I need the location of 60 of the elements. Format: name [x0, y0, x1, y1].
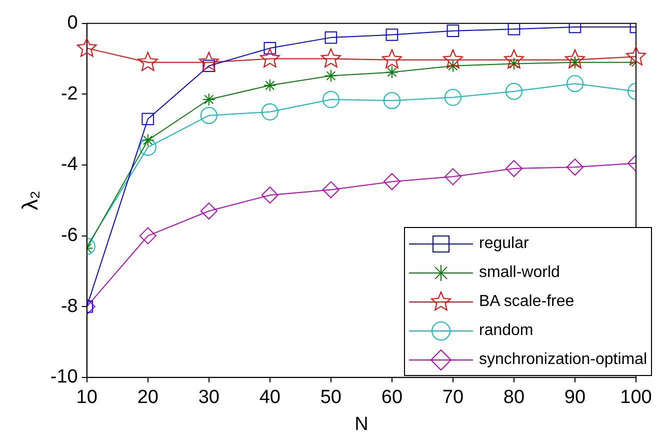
y-tick-label: 0: [67, 12, 78, 34]
x-axis-title: N: [354, 414, 368, 435]
point: [263, 78, 276, 92]
x-tick-label: 50: [320, 387, 342, 408]
point: [566, 75, 584, 92]
point: [324, 31, 338, 44]
y-tick-label: -4: [60, 154, 78, 176]
point: [202, 93, 216, 106]
x-tick-label: 80: [503, 387, 525, 408]
point: [385, 66, 398, 79]
point: [200, 202, 218, 220]
y-tick-label: -6: [60, 225, 78, 246]
y-axis-title: λ₂: [17, 190, 42, 210]
point: [446, 24, 460, 37]
point: [76, 38, 97, 57]
x-tick-label: 10: [76, 387, 98, 408]
x-tick-label: 30: [198, 387, 220, 408]
point: [261, 103, 278, 120]
legend-label: BA scale-free: [479, 292, 574, 311]
point: [324, 69, 338, 82]
point: [566, 158, 584, 176]
point: [139, 227, 156, 244]
point: [446, 59, 460, 72]
point: [444, 88, 462, 106]
point: [444, 168, 462, 186]
point: [383, 173, 400, 190]
point: [320, 48, 341, 68]
point: [260, 48, 280, 68]
point: [200, 106, 218, 124]
legend-label: regular: [479, 234, 529, 253]
point: [442, 49, 463, 68]
legend-label: synchronization-optimal: [479, 350, 648, 369]
point: [264, 42, 276, 54]
x-tick-label: 60: [381, 387, 403, 408]
point: [383, 92, 400, 110]
point: [505, 82, 522, 100]
legend-label: random: [479, 322, 534, 340]
legend-label: small-world: [479, 264, 560, 282]
x-tick-label: 100: [620, 387, 652, 408]
point: [141, 134, 154, 147]
point: [386, 28, 398, 41]
x-tick-label: 40: [259, 387, 280, 408]
point: [261, 186, 278, 204]
x-tick-label: 90: [564, 387, 586, 408]
point: [138, 52, 158, 71]
point: [322, 91, 340, 108]
y-tick-label: -2: [60, 83, 78, 104]
point: [504, 49, 524, 68]
point: [505, 160, 522, 178]
x-tick-label: 20: [137, 387, 158, 408]
point: [382, 49, 402, 68]
point: [626, 46, 646, 66]
y-tick-label: -8: [60, 296, 78, 317]
point: [322, 181, 340, 198]
point: [564, 49, 585, 68]
x-tick-label: 70: [442, 387, 464, 408]
y-tick-label: -10: [50, 366, 78, 388]
point: [142, 112, 154, 126]
point: [139, 138, 156, 156]
point: [198, 52, 219, 71]
